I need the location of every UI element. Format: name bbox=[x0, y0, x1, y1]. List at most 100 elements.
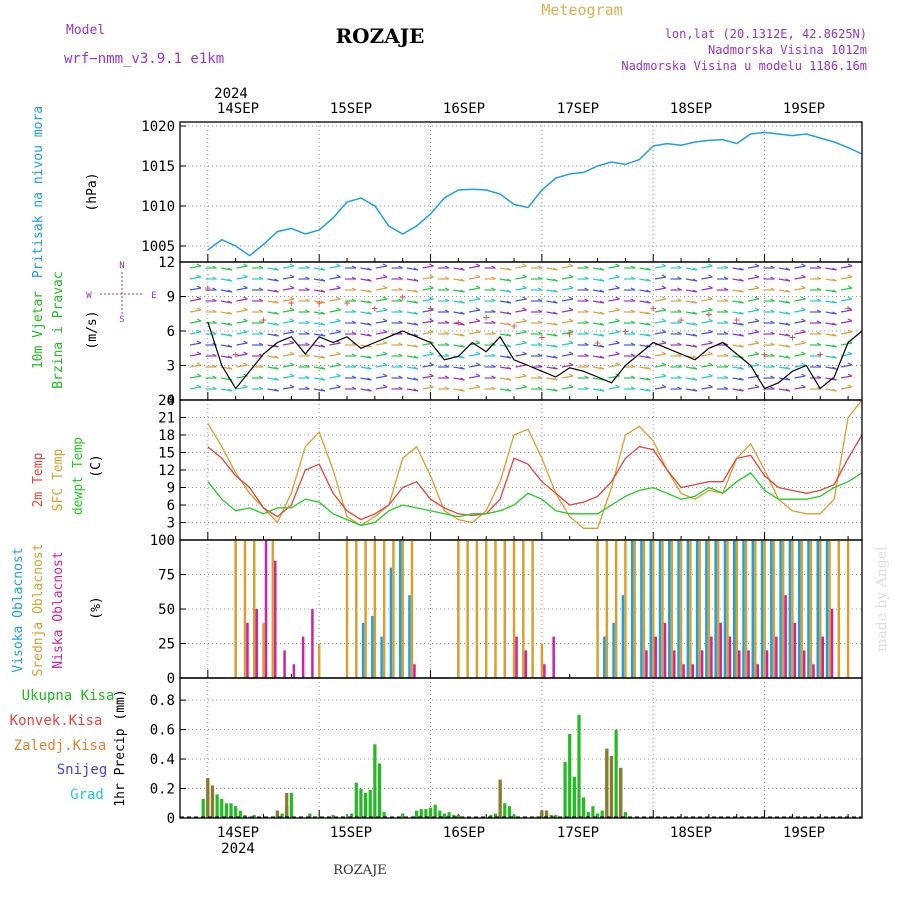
wind-arrow bbox=[329, 309, 341, 313]
wind-arrow bbox=[236, 265, 248, 269]
wind-gust-mark: + bbox=[372, 302, 379, 315]
wind-arrow-head bbox=[351, 331, 357, 335]
wind-arrow-head bbox=[320, 366, 326, 370]
wind-ylabel-2: Brzina i Pravac bbox=[51, 271, 66, 388]
cloud-bar-mid bbox=[772, 540, 776, 678]
wind-arrow bbox=[561, 265, 574, 269]
wind-arrow-head bbox=[553, 355, 558, 359]
wind-arrow bbox=[422, 386, 434, 390]
wind-arrow-head bbox=[274, 300, 279, 304]
wind-arrow-head bbox=[537, 353, 543, 357]
cloud-bar-high bbox=[779, 540, 782, 678]
cloud-bar-mid bbox=[809, 540, 813, 678]
bottom-day-2: 16SEP bbox=[443, 825, 485, 841]
year-bottom: 2024 bbox=[221, 841, 255, 857]
wind-arrow bbox=[282, 309, 295, 313]
wind-arrow bbox=[329, 364, 341, 368]
wind-arrow bbox=[794, 287, 806, 291]
meteogram-label: Meteogram bbox=[541, 1, 622, 19]
wind-arrow-head bbox=[367, 289, 372, 293]
wind-arrow-head bbox=[227, 333, 233, 337]
wind-arrow-head bbox=[460, 322, 465, 326]
wind-arrow bbox=[794, 364, 806, 368]
wind-arrow-head bbox=[305, 331, 310, 335]
wind-arrow-head bbox=[274, 344, 279, 348]
wind-arrow-head bbox=[553, 278, 558, 282]
wind-arrow-head bbox=[367, 267, 372, 271]
wind-arrow bbox=[468, 298, 481, 302]
wind-arrow-head bbox=[258, 386, 264, 390]
wind-arrow bbox=[468, 265, 481, 269]
wind-arrow bbox=[608, 342, 620, 346]
cloud-bar-mid bbox=[781, 540, 785, 678]
wind-arrow-head bbox=[599, 366, 605, 370]
precip-total-bar bbox=[447, 812, 451, 818]
temperature-ytick-label: 18 bbox=[158, 428, 175, 444]
wind-arrow-head bbox=[475, 318, 481, 322]
wind-arrow bbox=[701, 386, 713, 390]
wind-arrow-head bbox=[646, 322, 651, 326]
wind-arrow-head bbox=[630, 298, 636, 302]
wind-arrow-head bbox=[801, 362, 806, 366]
wind-arrow bbox=[468, 386, 481, 390]
cloud-bar-mid bbox=[744, 540, 748, 678]
cloud-bar-low bbox=[311, 609, 314, 678]
wind-arrow-head bbox=[615, 307, 620, 311]
wind-arrow-head bbox=[382, 384, 388, 388]
wind-arrow-head bbox=[475, 384, 481, 388]
wind-arrow-head bbox=[305, 265, 310, 269]
wind-arrow-head bbox=[754, 329, 760, 333]
wind-arrow-head bbox=[444, 375, 450, 379]
wind-arrow-head bbox=[553, 344, 558, 348]
wind-arrow bbox=[282, 276, 295, 280]
wind-arrow-head bbox=[212, 276, 217, 280]
cloud-unit: (%) bbox=[89, 596, 104, 619]
wind-arrow-head bbox=[785, 344, 791, 348]
wind-arrow-head bbox=[770, 276, 775, 280]
compass-west: W bbox=[86, 291, 92, 301]
wind-arrow bbox=[654, 298, 667, 302]
cloud-bar-low bbox=[802, 650, 806, 678]
wind-arrow-head bbox=[615, 285, 620, 289]
cloud-bar-mid bbox=[457, 540, 460, 678]
cloud-bar-low bbox=[246, 622, 249, 678]
wind-arrow bbox=[654, 353, 667, 357]
wind-arrow-head bbox=[739, 267, 744, 271]
wind-arrow-head bbox=[444, 342, 450, 346]
wind-arrow-head bbox=[258, 265, 264, 269]
wind-arrow-head bbox=[460, 388, 465, 392]
wind-arrow-head bbox=[413, 311, 419, 315]
wind-arrow-head bbox=[320, 355, 326, 359]
wind-arrow bbox=[189, 287, 202, 291]
high-cloud-label: Visoka Oblacnost bbox=[11, 547, 26, 672]
cloud-bar-mid bbox=[345, 540, 349, 678]
wind-arrow-head bbox=[305, 353, 310, 357]
wind-arrow-head bbox=[413, 300, 419, 304]
wind-arrow-head bbox=[460, 311, 465, 315]
wind-arrow-head bbox=[661, 318, 667, 322]
wind-gust-mark: + bbox=[511, 319, 518, 332]
wind-arrow-head bbox=[320, 344, 326, 348]
wind-arrow-head bbox=[677, 320, 682, 324]
cloud-bar-mid bbox=[698, 540, 701, 678]
wind-arrow-head bbox=[692, 344, 698, 348]
precip-conv-bar bbox=[498, 779, 502, 818]
top-day-5: 19SEP bbox=[783, 101, 825, 117]
wind-arrow bbox=[375, 298, 388, 302]
precip-total-bar bbox=[363, 792, 368, 818]
cloud-bar-mid bbox=[791, 540, 794, 678]
dew-label: dewpt Temp bbox=[71, 437, 86, 515]
wind-arrow bbox=[515, 353, 527, 357]
bottom-day-3: 17SEP bbox=[557, 825, 599, 841]
wind-arrow-head bbox=[630, 320, 636, 324]
wind-arrow bbox=[701, 353, 713, 357]
wind-arrow-head bbox=[816, 353, 822, 357]
pressure-line bbox=[207, 131, 863, 257]
wind-arrow-head bbox=[382, 373, 388, 377]
wind-arrow-head bbox=[599, 388, 605, 392]
wind-arrow bbox=[840, 276, 853, 280]
cloud-bar-high bbox=[732, 540, 736, 678]
wind-arrow bbox=[515, 364, 527, 368]
